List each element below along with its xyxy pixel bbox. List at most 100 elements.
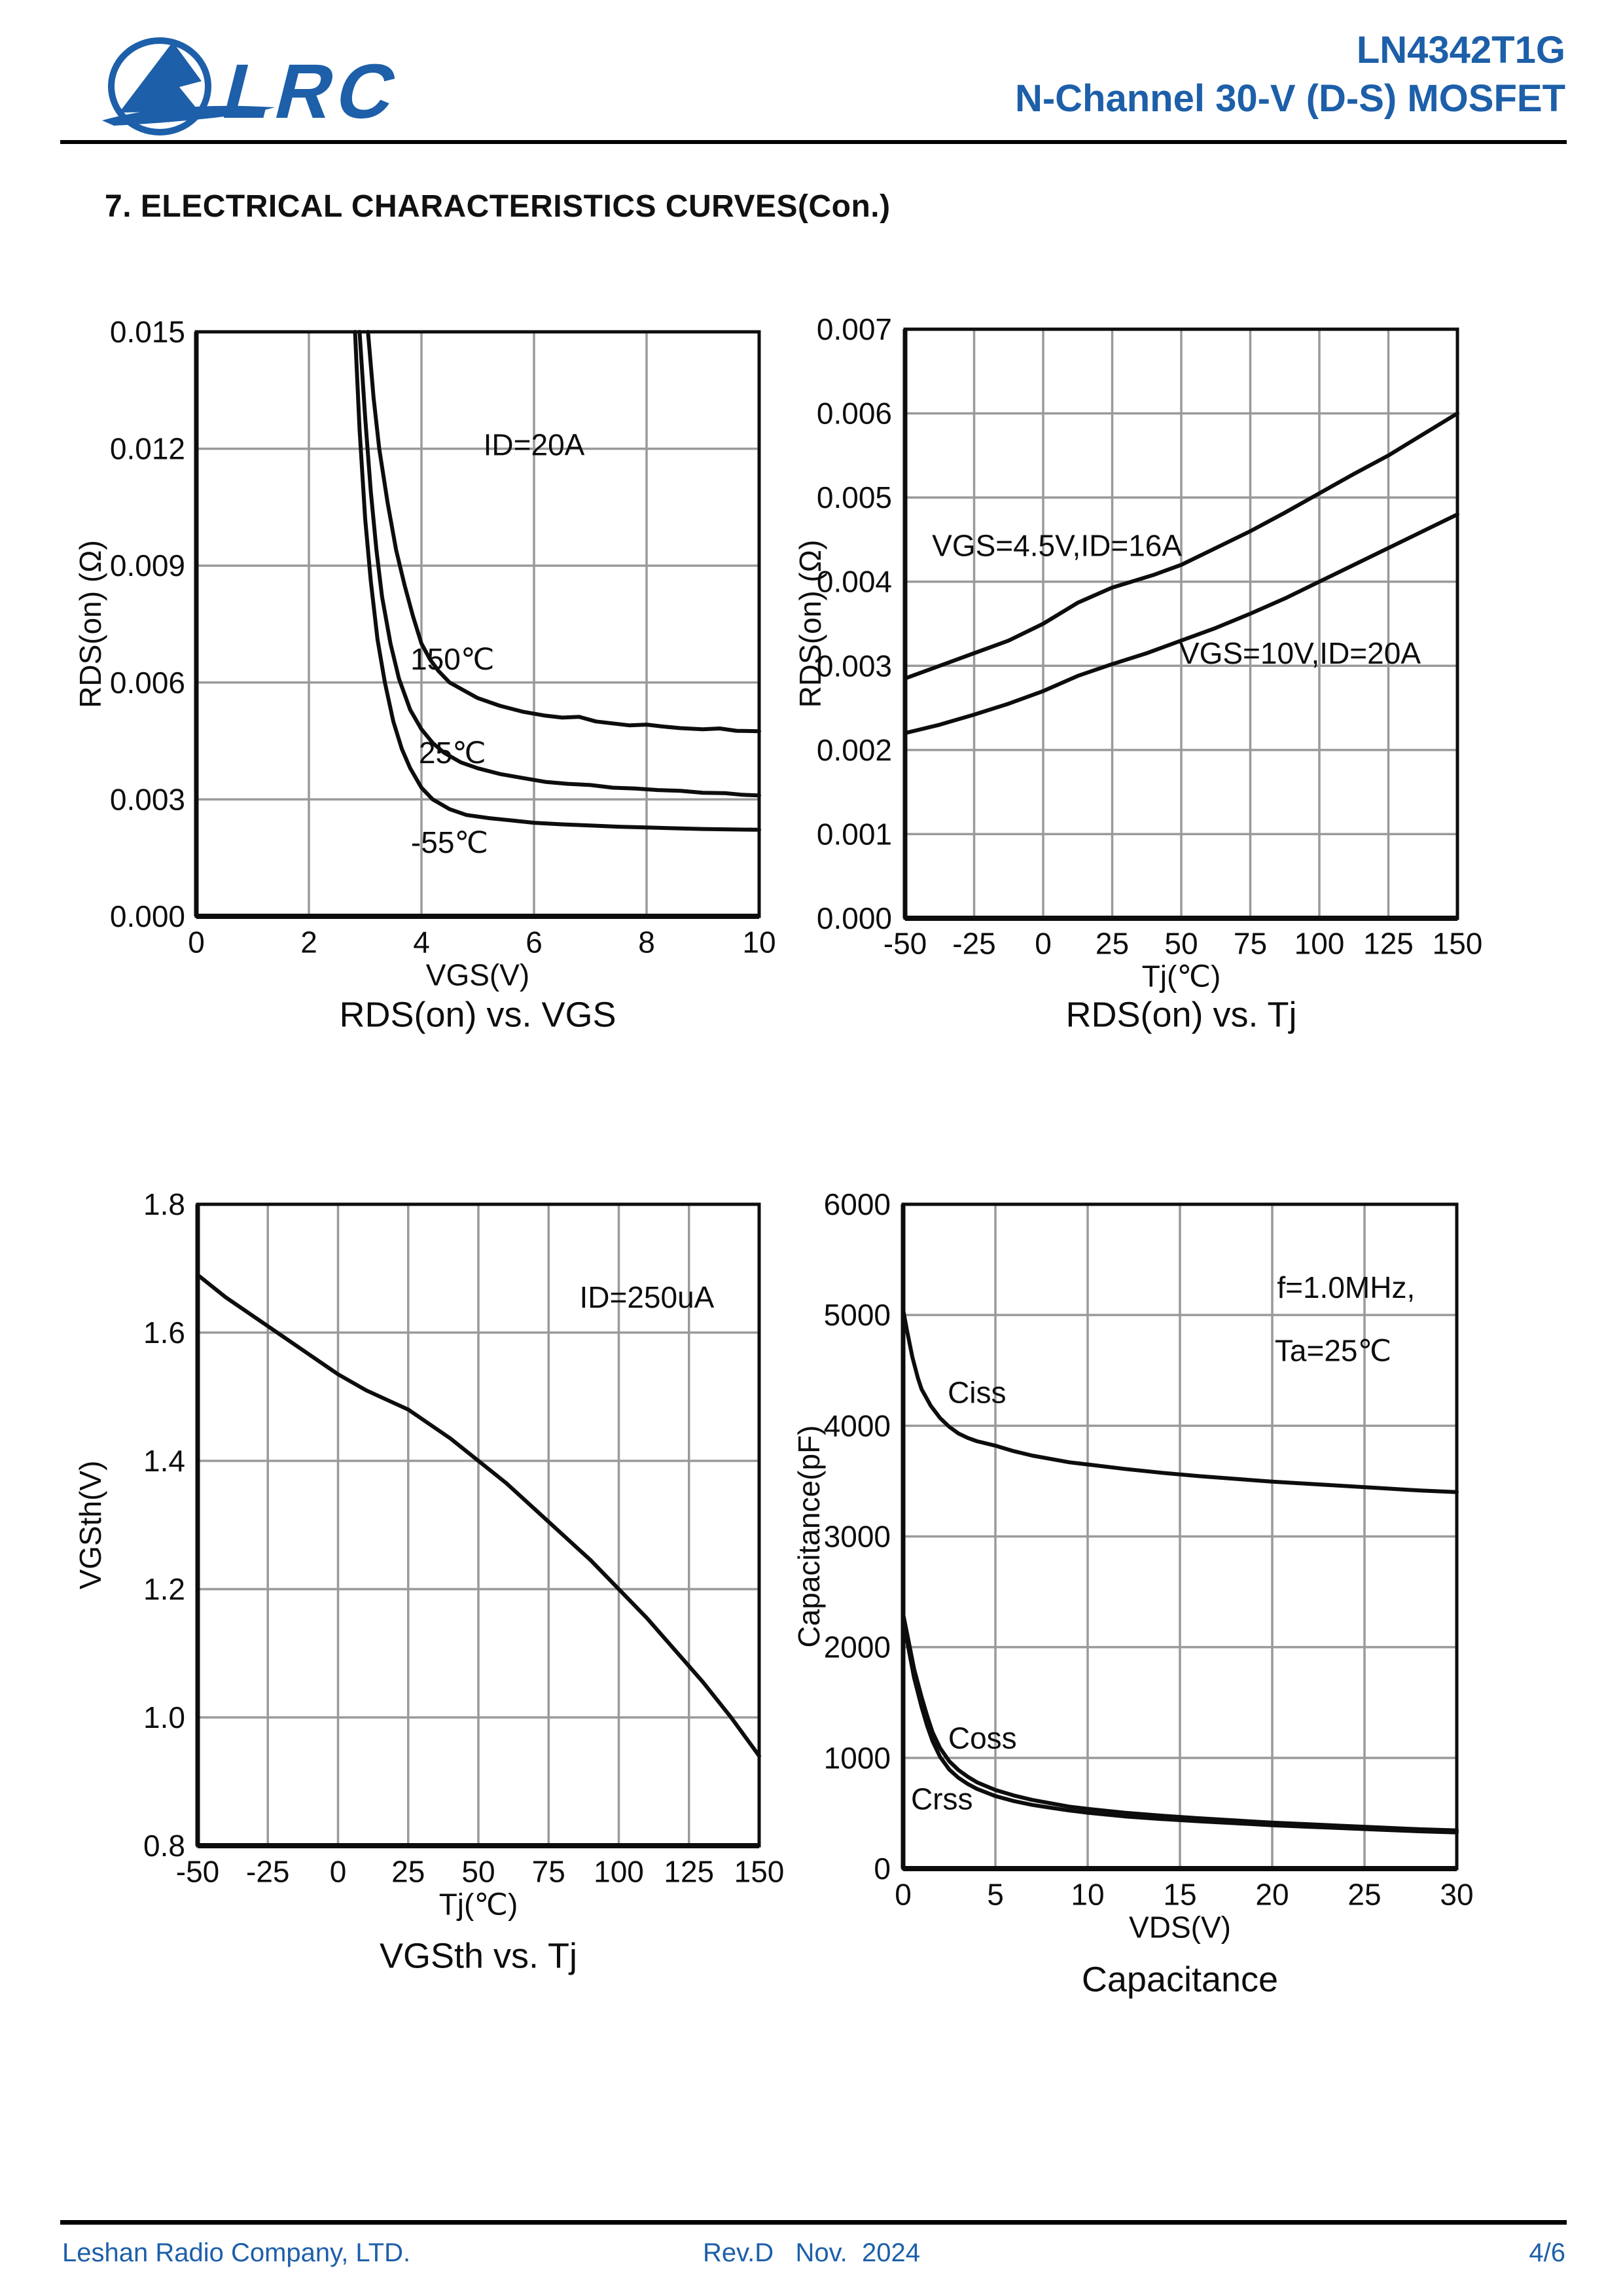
series-Coss [901,1611,1459,1833]
x-axis-label: Tj(℃) [1142,960,1221,994]
y-tick-label: 0.003 [817,649,892,683]
y-tick-label: 1.8 [143,1187,185,1221]
chart-vgsth-vs-tj: -50 -25 0 25 50 75 100 125 150 0.8 1.0 1.2 1.4 1.6 1.8… [73,1187,784,1975]
y-tick-label: 0.002 [817,733,892,767]
y-tick-label: 6000 [824,1187,891,1221]
x-tick-label: 10 [1071,1878,1104,1912]
y-tick-label: 1.4 [143,1444,185,1478]
annotation: ID=250uA [579,1280,714,1314]
x-tick-label: -50 [883,927,927,961]
y-tick-label: 1.2 [143,1572,185,1606]
y-tick-label: 0.007 [817,312,892,346]
x-tick-label: 125 [1363,927,1414,961]
y-tick-label: 0 [874,1852,891,1886]
x-tick-label: 100 [594,1855,644,1889]
x-tick-label: 150 [1433,927,1483,961]
x-tick-label: 15 [1163,1878,1196,1912]
header-rule [60,140,1567,144]
x-tick-label: 150 [734,1855,785,1889]
chart-title: Capacitance [1082,1960,1278,1999]
chart-title: RDS(on) vs. VGS [339,995,616,1034]
y-axis-label: Capacitance(pF) [792,1425,826,1647]
annotation: Crss [911,1782,973,1816]
x-axis-label: Tj(℃) [439,1888,518,1922]
series-25C [357,330,761,798]
y-tick-label: 0.003 [110,782,185,816]
annotation: Ciss [948,1376,1006,1410]
y-tick-label: 0.006 [110,666,185,700]
annotation: VGS=10V,ID=20A [1179,636,1421,670]
annotation: f=1.0MHz, [1277,1270,1415,1304]
annotation: 150℃ [410,642,494,676]
x-tick-label: 2 [300,925,317,960]
chart-title: VGSth vs. Tj [380,1936,577,1975]
y-tick-label: 1.6 [143,1316,185,1350]
footer-page: 4/6 [1529,2238,1565,2267]
series-VGSth [196,1272,761,1758]
lrc-logo: LRC [102,37,410,135]
logo-text: LRC [215,49,410,135]
x-tick-label: 10 [742,925,776,960]
x-tick-label: 5 [987,1878,1004,1912]
x-tick-label: 75 [1234,927,1267,961]
series-VGS=4.5V,ID=16A [903,411,1459,681]
annotation: ID=20A [484,428,585,462]
y-tick-label: 0.009 [110,548,185,583]
x-tick-label: 4 [413,925,430,960]
annotation: -55℃ [411,825,488,859]
x-axis-label: VDS(V) [1129,1910,1231,1945]
x-tick-label: -25 [246,1855,289,1889]
x-tick-label: 25 [391,1855,425,1889]
x-tick-label: -50 [176,1855,219,1889]
y-tick-label: 0.000 [817,901,892,935]
boat-icon [102,37,275,135]
y-tick-label: 4000 [824,1408,891,1443]
header-title-block: LN4342T1G N-Channel 30-V (D-S) MOSFET [1015,26,1565,123]
x-tick-label: 75 [532,1855,565,1889]
y-tick-label: 0.005 [817,480,892,514]
y-tick-label: 0.006 [817,397,892,431]
chart-rdson-vs-vgs: 0 2 4 6 8 10 0.000 0.003 0.006 0.009 0.012 0.015 VGS… [73,315,776,1034]
chart-capacitance: 0 5 10 15 20 25 30 0 1000 2000 3000 4000 5000 6000 VDS… [792,1187,1474,1999]
y-tick-label: 0.012 [110,432,185,466]
x-tick-label: 30 [1440,1878,1473,1912]
series-VGS=10V,ID=20A [903,512,1459,736]
y-axis-label: RDS(on) (Ω) [793,540,827,708]
footer-rule [60,2220,1567,2225]
series--55C [353,330,761,832]
annotation: Ta=25℃ [1275,1333,1391,1367]
annotation: 25℃ [419,736,486,770]
part-number: LN4342T1G [1356,29,1565,71]
y-tick-label: 5000 [824,1298,891,1332]
x-tick-label: 0 [188,925,205,960]
x-tick-label: 25 [1096,927,1129,961]
chart-title: RDS(on) vs. Tj [1065,995,1296,1034]
y-axis-label: VGSth(V) [73,1461,107,1590]
y-axis-label: RDS(on) (Ω) [73,540,107,708]
series-150C [366,330,761,734]
y-tick-label: 1000 [824,1741,891,1775]
y-tick-label: 1.0 [143,1700,185,1734]
x-tick-label: 20 [1255,1878,1289,1912]
y-tick-label: 0.001 [817,817,892,851]
x-axis-label: VGS(V) [426,958,529,992]
y-tick-label: 0.015 [110,315,185,349]
x-tick-label: 0 [330,1855,347,1889]
section-title: 7. ELECTRICAL CHARACTERISTICS CURVES(Con… [105,189,891,224]
x-tick-label: -25 [952,927,995,961]
x-tick-label: 0 [895,1878,912,1912]
x-tick-label: 50 [1164,927,1198,961]
y-tick-label: 0.000 [110,899,185,933]
x-tick-label: 125 [664,1855,714,1889]
series-Ciss [901,1307,1459,1494]
footer-company: Leshan Radio Company, LTD. [62,2238,411,2267]
x-tick-label: 8 [638,925,655,960]
y-tick-label: 2000 [824,1630,891,1664]
series-Crss [901,1617,1459,1835]
annotation: Coss [948,1721,1017,1755]
x-tick-label: 6 [526,925,543,960]
chart-rdson-vs-tj: -50 -25 0 25 50 75 100 125 150 0.000 0.001 0.002 0.0… [793,312,1482,1034]
y-tick-label: 0.004 [817,565,892,599]
